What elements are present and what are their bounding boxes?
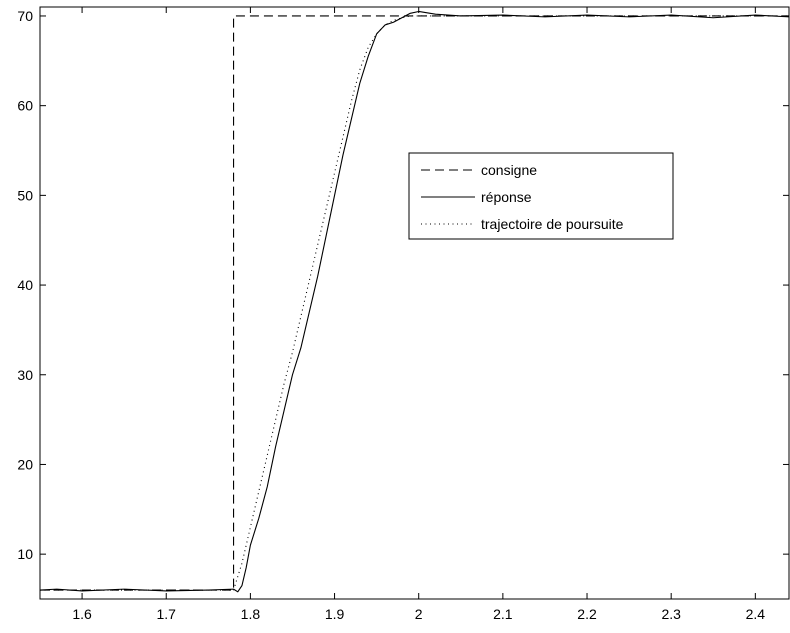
- x-tick-label: 1.9: [325, 606, 345, 622]
- x-tick-label: 2.2: [577, 606, 597, 622]
- legend-label-2: trajectoire de poursuite: [481, 216, 624, 232]
- legend-label-1: réponse: [481, 189, 532, 205]
- x-tick-label: 1.6: [72, 606, 92, 622]
- y-tick-label: 60: [17, 98, 33, 114]
- legend-box: [408, 152, 674, 240]
- series-line-1: [40, 10, 789, 593]
- axes-layer: 1.6 1.7 1.8 1.9 2 2.1 2.2 2.3 2.4 10 20 30 40 50 60 70: [17, 6, 790, 622]
- x-tick-label: 1.8: [241, 606, 261, 622]
- x-tick-label: 1.7: [157, 606, 177, 622]
- x-tick-label: 2.1: [493, 606, 513, 622]
- series-line-0: [40, 15, 789, 591]
- legend-label-0: consigne: [481, 162, 537, 178]
- y-tick-label: 40: [17, 277, 33, 293]
- series-line-2: [40, 15, 789, 591]
- legend: consigne réponse trajectoire de poursuite: [408, 152, 674, 240]
- x-tick-label: 2: [415, 606, 423, 622]
- series-layer: [40, 10, 789, 593]
- y-tick-label: 70: [17, 8, 33, 24]
- x-tick-label: 2.3: [661, 606, 681, 622]
- y-tick-label: 50: [17, 187, 33, 203]
- x-tick-label: 2.4: [746, 606, 766, 622]
- axes-frame: [39, 6, 790, 600]
- y-tick-label: 20: [17, 456, 33, 472]
- y-tick-label: 10: [17, 546, 33, 562]
- y-tick-label: 30: [17, 367, 33, 383]
